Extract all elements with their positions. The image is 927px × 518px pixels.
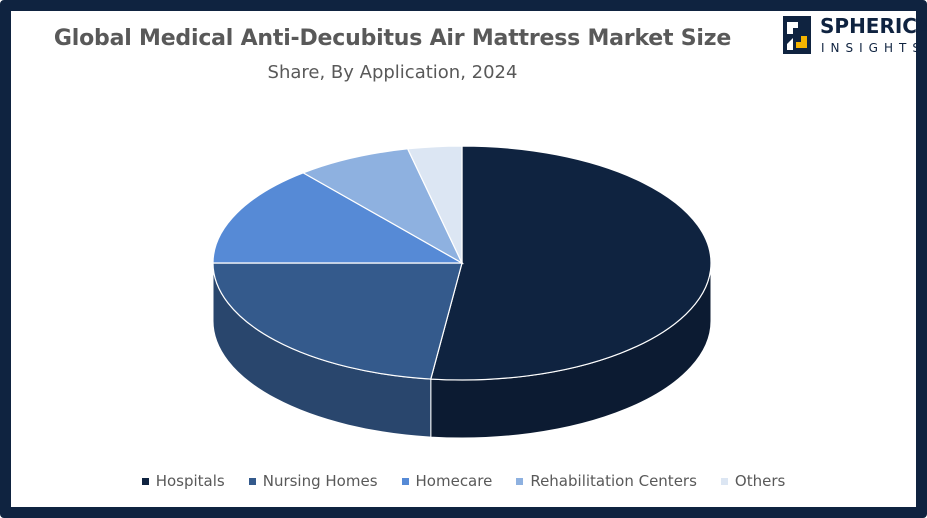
logo-word-primary: SPHERICAL (820, 14, 927, 38)
logo-word-secondary: INSIGHTS (821, 41, 926, 55)
chart-legend: Hospitals Nursing Homes Homecare Rehabilita… (0, 472, 927, 490)
pie-slice-nursing-homes (212, 262, 463, 380)
pie-slice-others (406, 145, 463, 264)
legend-swatch (720, 477, 728, 485)
legend-item-homecare: Homecare (401, 472, 493, 490)
logo-mark-icon (783, 16, 811, 54)
pie-slice-rehabilitation-centers (301, 148, 464, 265)
chart-subtitle: Share, By Application, 2024 (267, 62, 518, 83)
legend-label: Homecare (415, 472, 493, 490)
legend-swatch (248, 477, 256, 485)
legend-item-nursing-homes: Nursing Homes (248, 472, 378, 490)
legend-item-others: Others (720, 472, 786, 490)
legend-label: Rehabilitation Centers (530, 472, 697, 490)
pie-slice-hospitals (430, 145, 712, 381)
legend-swatch (516, 477, 524, 485)
chart-title: Global Medical Anti-Decubitus Air Mattre… (53, 26, 732, 51)
pie-slice-homecare (212, 172, 465, 264)
spherical-insights-logo: SPHERICAL INSIGHTS (781, 14, 927, 60)
legend-label: Hospitals (155, 472, 225, 490)
legend-label: Nursing Homes (262, 472, 378, 490)
legend-item-rehabilitation-centers: Rehabilitation Centers (516, 472, 697, 490)
legend-swatch (401, 477, 409, 485)
legend-item-hospitals: Hospitals (141, 472, 225, 490)
legend-label: Others (734, 472, 786, 490)
legend-swatch (141, 477, 149, 485)
